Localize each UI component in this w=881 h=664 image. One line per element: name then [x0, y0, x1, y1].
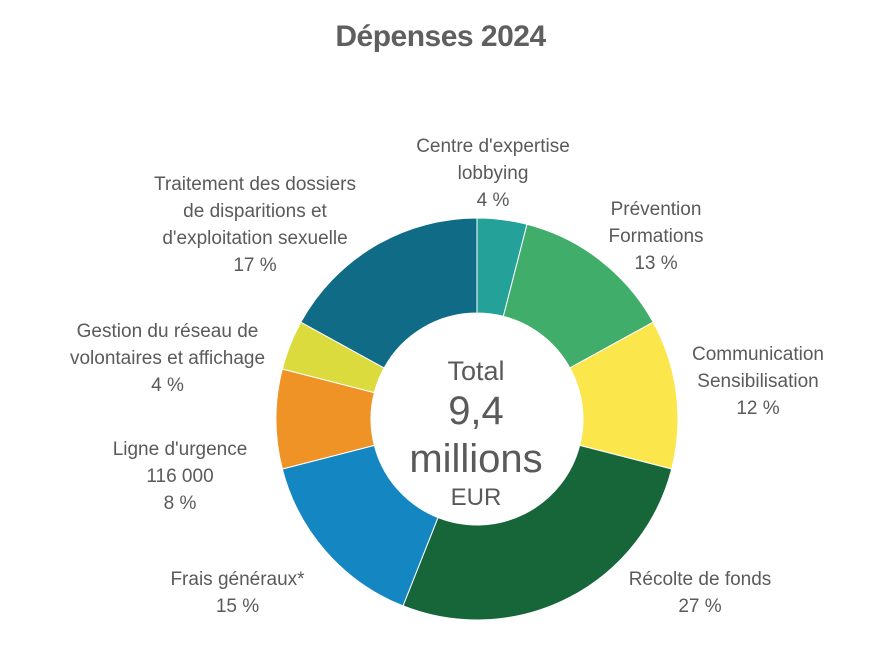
donut-slice-3	[402, 444, 673, 621]
label-percent: 4 %	[151, 375, 184, 396]
label-line: Ligne d'urgence	[112, 439, 248, 460]
center-label: Total	[447, 356, 505, 386]
label-line: d'exploitation sexuelle	[162, 228, 348, 249]
label-gestion-reseau: Gestion du réseau de volontaires et affi…	[50, 318, 285, 399]
label-recolte-fonds: Récolte de fonds 27 %	[610, 566, 790, 620]
label-percent: 15 %	[215, 596, 260, 617]
center-value: 9,4 millions	[409, 389, 543, 481]
label-line: Sensibilisation	[697, 371, 819, 392]
donut-center-total: Total 9,4 millions EUR	[376, 355, 576, 513]
label-percent: 17 %	[233, 255, 277, 276]
label-percent: 8 %	[163, 493, 197, 514]
donut-slice-7	[300, 217, 478, 369]
label-frais-generaux: Frais généraux* 15 %	[150, 566, 325, 620]
label-percent: 4 %	[476, 190, 510, 211]
label-percent: 13 %	[634, 253, 678, 274]
label-line: 116 000	[146, 466, 214, 487]
label-centre-expertise: Centre d'expertise lobbying 4 %	[393, 133, 593, 214]
label-line: Communication	[692, 344, 824, 365]
label-line: Récolte de fonds	[628, 569, 772, 590]
label-line: Formations	[608, 226, 704, 247]
label-percent: 12 %	[736, 398, 780, 419]
label-prevention: Prévention Formations 13 %	[571, 196, 741, 277]
label-line: Prévention	[610, 199, 702, 220]
label-percent: 27 %	[678, 596, 722, 617]
label-line: Centre d'expertise	[416, 136, 570, 157]
label-line: Traitement des dossiers	[153, 174, 357, 195]
label-line: Gestion du réseau de	[76, 321, 259, 342]
center-unit: EUR	[450, 484, 502, 511]
label-communication: Communication Sensibilisation 12 %	[678, 341, 838, 422]
label-line: de disparitions et	[183, 201, 327, 222]
label-ligne-urgence: Ligne d'urgence 116 000 8 %	[95, 436, 265, 517]
label-traitement-dossiers: Traitement des dossiers de disparitions …	[130, 171, 380, 279]
label-line: Frais généraux*	[170, 569, 305, 590]
label-line: lobbying	[457, 163, 529, 184]
chart-title: Dépenses 2024	[335, 20, 546, 53]
donut-slice-4	[281, 444, 439, 607]
label-line: volontaires et affichage	[69, 348, 266, 369]
